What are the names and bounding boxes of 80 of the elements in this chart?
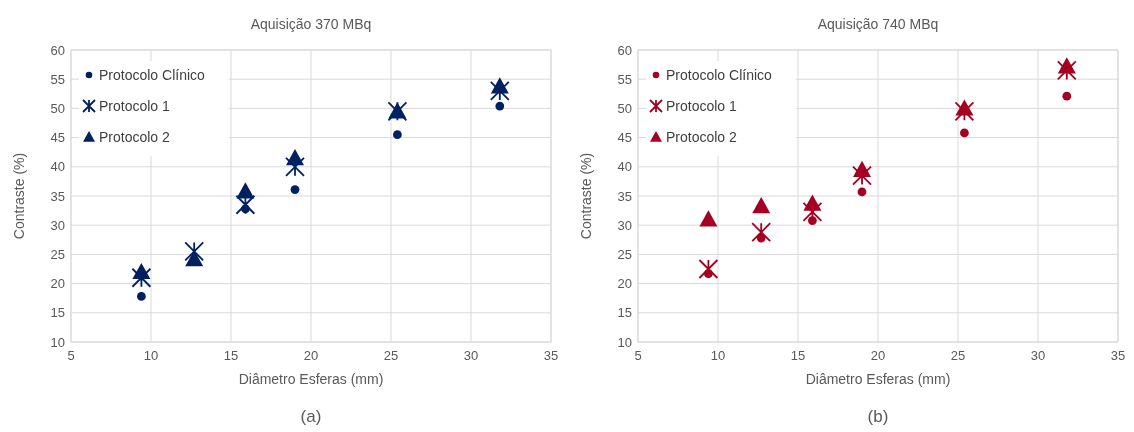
point <box>1062 91 1072 101</box>
x-tick-label: 5 <box>634 348 642 363</box>
point <box>803 194 822 211</box>
y-tick-label: 10 <box>50 334 65 350</box>
point <box>857 187 867 197</box>
y-tick-label: 25 <box>617 246 632 262</box>
point <box>960 128 969 138</box>
x-tick-label: 20 <box>870 348 886 363</box>
y-tick-label: 35 <box>617 188 632 204</box>
y-tick-label: 35 <box>50 188 65 204</box>
y-tick-label: 20 <box>617 276 632 292</box>
y-tick-label: 40 <box>617 159 632 175</box>
text: (b) <box>867 407 889 426</box>
legend-label: Protocolo 2 <box>99 129 171 145</box>
y-axis-title: Contraste (%) <box>11 152 27 240</box>
x-tick-label: 10 <box>143 348 159 363</box>
point <box>802 201 823 222</box>
point <box>853 160 871 177</box>
x-tick-label: 20 <box>303 348 319 363</box>
x-tick-label: 35 <box>1110 348 1126 363</box>
y-tick-label: 60 <box>617 42 632 58</box>
y-tick-label: 15 <box>50 305 65 321</box>
point <box>852 165 872 186</box>
point <box>751 222 772 243</box>
point <box>699 210 718 227</box>
x-tick-label: 10 <box>710 348 726 363</box>
point <box>490 77 509 94</box>
y-tick-label: 60 <box>50 42 65 58</box>
point <box>184 241 205 262</box>
point <box>808 216 817 225</box>
x-tick-label: 35 <box>543 348 559 363</box>
point <box>752 196 771 214</box>
point <box>954 101 975 122</box>
point <box>698 259 719 279</box>
y-tick-label: 40 <box>50 159 65 175</box>
x-tick-label: 30 <box>463 348 479 363</box>
y-tick-label: 30 <box>50 217 65 233</box>
x-tick-label: 15 <box>790 348 806 363</box>
x-tick-label: 30 <box>1030 348 1046 363</box>
point <box>285 156 305 177</box>
x-axis-title: Diâmetro Esferas (mm) <box>238 371 384 387</box>
point <box>132 262 151 280</box>
x-axis-title: Diâmetro Esferas (mm) <box>805 371 951 387</box>
y-tick-label: 15 <box>617 305 632 321</box>
point <box>489 80 510 101</box>
legend-label: Protocolo Clínico <box>666 67 773 83</box>
point <box>495 101 505 111</box>
y-tick-label: 30 <box>617 217 632 233</box>
point <box>286 149 304 166</box>
y-axis-title: Contraste (%) <box>578 152 594 240</box>
y-tick-label: 20 <box>50 276 65 292</box>
y-tick-label: 50 <box>50 100 65 116</box>
point <box>185 250 204 267</box>
legend-label: Protocolo 1 <box>99 98 171 114</box>
y-tick-label: 45 <box>617 130 632 146</box>
y-tick-label: 45 <box>50 130 65 146</box>
x-tick-label: 15 <box>223 348 239 363</box>
chart-title: Aquisição 370 MBq <box>250 16 372 32</box>
legend-label: Protocolo Clínico <box>99 67 206 83</box>
x-tick-label: 25 <box>383 348 399 363</box>
chart-title: Aquisição 740 MBq <box>817 16 939 32</box>
x-tick-label: 25 <box>950 348 966 363</box>
text: (a) <box>300 407 322 426</box>
point <box>393 130 402 140</box>
point <box>131 267 152 288</box>
y-tick-label: 10 <box>617 334 632 350</box>
legend-label: Protocolo 1 <box>666 98 738 114</box>
y-tick-label: 50 <box>617 100 632 116</box>
point <box>290 185 300 194</box>
point <box>235 194 256 215</box>
y-tick-label: 55 <box>617 71 632 87</box>
y-tick-label: 55 <box>50 71 65 87</box>
point <box>236 182 255 199</box>
point <box>955 99 974 116</box>
point <box>1057 57 1076 74</box>
legend-label: Protocolo 2 <box>666 129 738 145</box>
x-tick-label: 5 <box>67 348 75 363</box>
point <box>1056 60 1077 81</box>
y-tick-label: 25 <box>50 246 65 262</box>
point <box>137 292 146 301</box>
